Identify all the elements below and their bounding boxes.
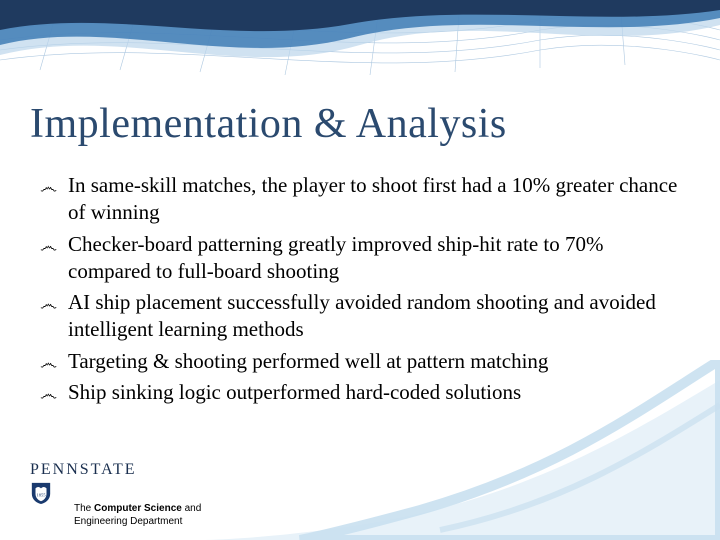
bullet-list: ෴ In same-skill matches, the player to sh… xyxy=(30,172,690,406)
slide-content: Implementation & Analysis ෴ In same-skill… xyxy=(30,100,690,410)
slide-title: Implementation & Analysis xyxy=(30,100,690,148)
shield-icon: 1855 xyxy=(30,481,52,505)
bullet-text: Checker-board patterning greatly improve… xyxy=(68,232,604,283)
bullet-text: Targeting & shooting performed well at p… xyxy=(68,349,548,373)
list-item: ෴ AI ship placement successfully avoided … xyxy=(40,289,690,344)
bullet-text: AI ship placement successfully avoided r… xyxy=(68,290,656,341)
list-item: ෴ Targeting & shooting performed well at … xyxy=(40,348,690,375)
top-wave-decoration xyxy=(0,0,720,100)
bullet-icon: ෴ xyxy=(40,383,57,406)
shield-year-text: 1855 xyxy=(36,493,46,498)
footer: PENNSTATE 1855 The Computer Science and … xyxy=(30,461,201,528)
list-item: ෴ Checker-board patterning greatly improv… xyxy=(40,231,690,286)
dept-line-2: Engineering Department xyxy=(74,516,201,529)
dept-line-1: The Computer Science and xyxy=(74,503,201,516)
bullet-icon: ෴ xyxy=(40,235,57,258)
bullet-icon: ෴ xyxy=(40,352,57,375)
bullet-icon: ෴ xyxy=(40,176,57,199)
department-label: The Computer Science and Engineering Dep… xyxy=(74,503,201,528)
bullet-icon: ෴ xyxy=(40,293,57,316)
pennstate-wordmark: PENNSTATE xyxy=(30,461,137,479)
bullet-text: Ship sinking logic outperformed hard-cod… xyxy=(68,380,521,404)
pennstate-logo: PENNSTATE 1855 The Computer Science and … xyxy=(30,461,201,528)
list-item: ෴ Ship sinking logic outperformed hard-co… xyxy=(40,379,690,406)
bullet-text: In same-skill matches, the player to sho… xyxy=(68,173,677,224)
list-item: ෴ In same-skill matches, the player to sh… xyxy=(40,172,690,227)
